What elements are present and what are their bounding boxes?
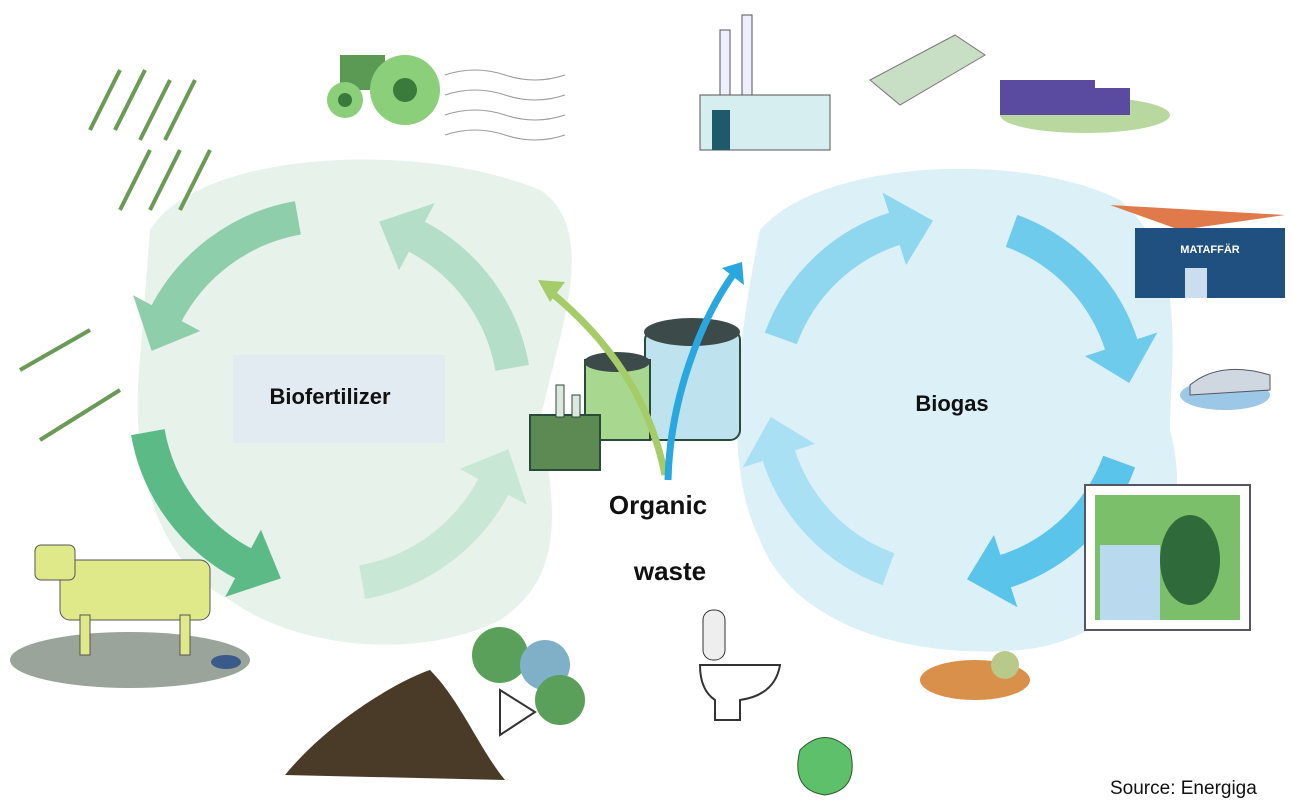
truck [1000, 80, 1170, 133]
car [1180, 369, 1270, 410]
tractor [327, 55, 565, 140]
right-cycle-label: Biogas [915, 391, 988, 416]
kitchen [1085, 485, 1250, 630]
vegetables [920, 651, 1030, 700]
toilet [700, 610, 780, 720]
source-note: Source: Energiga [1110, 778, 1257, 799]
soil-pile [285, 670, 505, 780]
bus [870, 35, 985, 105]
waste-bag [798, 738, 852, 796]
factory [700, 15, 830, 150]
page: {"labels": {"left_cycle": "Biofertilizer… [0, 0, 1293, 801]
plants [472, 627, 585, 735]
center-label-line-1: Organic [609, 490, 707, 520]
store-sign: MATAFFÄR [1180, 243, 1240, 256]
center-label-line-2: waste [633, 556, 706, 586]
diagram: MATAFFÄR Biofertilizer Biogas Organic wa… [0, 0, 1293, 801]
left-cycle-label: Biofertilizer [269, 384, 390, 409]
